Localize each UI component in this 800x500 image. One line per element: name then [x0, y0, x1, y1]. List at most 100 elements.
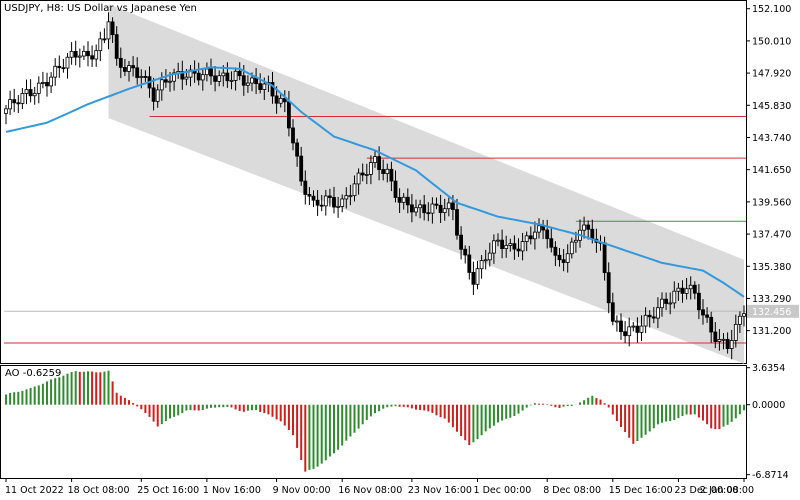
candle-body	[303, 180, 308, 195]
candle	[49, 72, 53, 93]
candle	[471, 261, 476, 295]
candle	[557, 248, 562, 267]
candle	[200, 67, 205, 91]
candle	[512, 235, 517, 260]
candle	[619, 313, 623, 340]
candle	[508, 238, 513, 252]
candle-body	[389, 168, 394, 182]
price-tick-label: 137.470	[752, 230, 791, 241]
candle-body	[508, 243, 513, 246]
candle-body	[41, 82, 45, 84]
candle-body	[344, 195, 349, 200]
time-tick-label: 18 Oct 08:00	[68, 485, 130, 496]
candle-body	[291, 127, 295, 144]
candle	[77, 48, 82, 68]
candle-body	[680, 287, 685, 294]
price-tick-label: 133.290	[752, 294, 791, 305]
candle	[545, 219, 550, 249]
candle	[32, 86, 37, 105]
candle-body	[28, 89, 33, 97]
candle	[475, 260, 480, 290]
candle-body	[479, 260, 484, 270]
candle	[660, 292, 664, 317]
candle	[651, 307, 656, 324]
candle-body	[262, 83, 267, 90]
candle	[729, 329, 734, 360]
candle-body	[520, 241, 525, 252]
candle-body	[639, 325, 644, 333]
candle-body	[656, 307, 660, 319]
candle-body	[590, 228, 595, 240]
candle	[733, 314, 738, 348]
candle	[123, 58, 127, 77]
candle-body	[352, 183, 357, 197]
candle	[623, 320, 627, 344]
candle	[635, 317, 640, 343]
candle	[725, 332, 730, 354]
candle-body	[94, 50, 99, 60]
candle-body	[627, 326, 632, 337]
candle-body	[73, 50, 78, 58]
candle	[360, 163, 365, 182]
candle	[688, 276, 693, 300]
candle-body	[127, 65, 131, 72]
candle	[467, 245, 472, 280]
candle-body	[405, 196, 410, 206]
price-tick-label: 152.100	[752, 4, 791, 15]
candle-body	[241, 75, 246, 86]
candle-body	[12, 99, 17, 104]
candle-body	[69, 50, 74, 58]
candle	[549, 228, 554, 253]
candle-body	[258, 83, 263, 90]
candle-body	[340, 198, 345, 207]
candle-body	[561, 259, 566, 263]
ao-tick-label: -6.8714	[752, 470, 789, 481]
candle	[401, 193, 406, 210]
candle-body	[135, 67, 140, 78]
candle	[90, 45, 94, 67]
candle-body	[368, 162, 373, 175]
candle-body	[692, 284, 697, 294]
ao-pane	[0, 365, 747, 479]
candle	[311, 190, 316, 207]
candle-body	[512, 243, 517, 250]
candle-body	[98, 38, 103, 52]
candle-body	[8, 99, 13, 110]
candle	[114, 26, 119, 66]
candle	[717, 329, 722, 351]
candle-body	[409, 204, 414, 213]
candle-body	[668, 302, 673, 305]
candle	[393, 170, 398, 203]
candle	[4, 104, 8, 125]
candle	[258, 73, 263, 94]
candle-body	[200, 74, 205, 81]
candle	[127, 60, 131, 82]
time-tick-label: 8 Dec 08:00	[543, 485, 601, 496]
candle	[405, 188, 410, 214]
candle	[643, 307, 648, 334]
candle	[319, 194, 324, 212]
candle-body	[426, 212, 431, 215]
candle-body	[348, 195, 353, 198]
ao-name: AO	[5, 368, 20, 379]
candle-body	[446, 202, 451, 210]
candle	[356, 168, 361, 195]
candle-body	[524, 235, 529, 242]
candle-body	[131, 65, 136, 69]
candle	[315, 190, 320, 216]
candle-body	[217, 75, 222, 82]
candle	[180, 60, 185, 90]
candle-body	[483, 259, 488, 262]
candle-body	[557, 254, 562, 261]
time-tick-label: 9 Nov 00:00	[273, 485, 331, 496]
candle	[327, 188, 332, 207]
candle	[463, 245, 468, 264]
candle	[163, 69, 168, 88]
candle-body	[168, 80, 172, 83]
candle-body	[299, 155, 304, 182]
candle-body	[647, 314, 652, 318]
candle-body	[574, 239, 578, 243]
candle	[344, 187, 349, 209]
candle-body	[553, 246, 558, 256]
